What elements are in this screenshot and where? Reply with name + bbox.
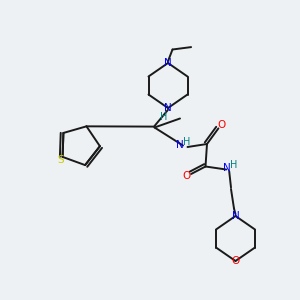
Text: H: H (160, 112, 167, 122)
Text: H: H (230, 160, 237, 170)
Text: N: N (176, 140, 184, 150)
Text: N: N (232, 211, 239, 221)
Text: H: H (183, 137, 190, 147)
Text: N: N (223, 163, 230, 173)
Text: O: O (231, 256, 240, 266)
Text: N: N (164, 58, 172, 68)
Text: S: S (58, 155, 64, 165)
Text: O: O (183, 171, 191, 181)
Text: O: O (218, 120, 226, 130)
Text: N: N (164, 103, 172, 113)
